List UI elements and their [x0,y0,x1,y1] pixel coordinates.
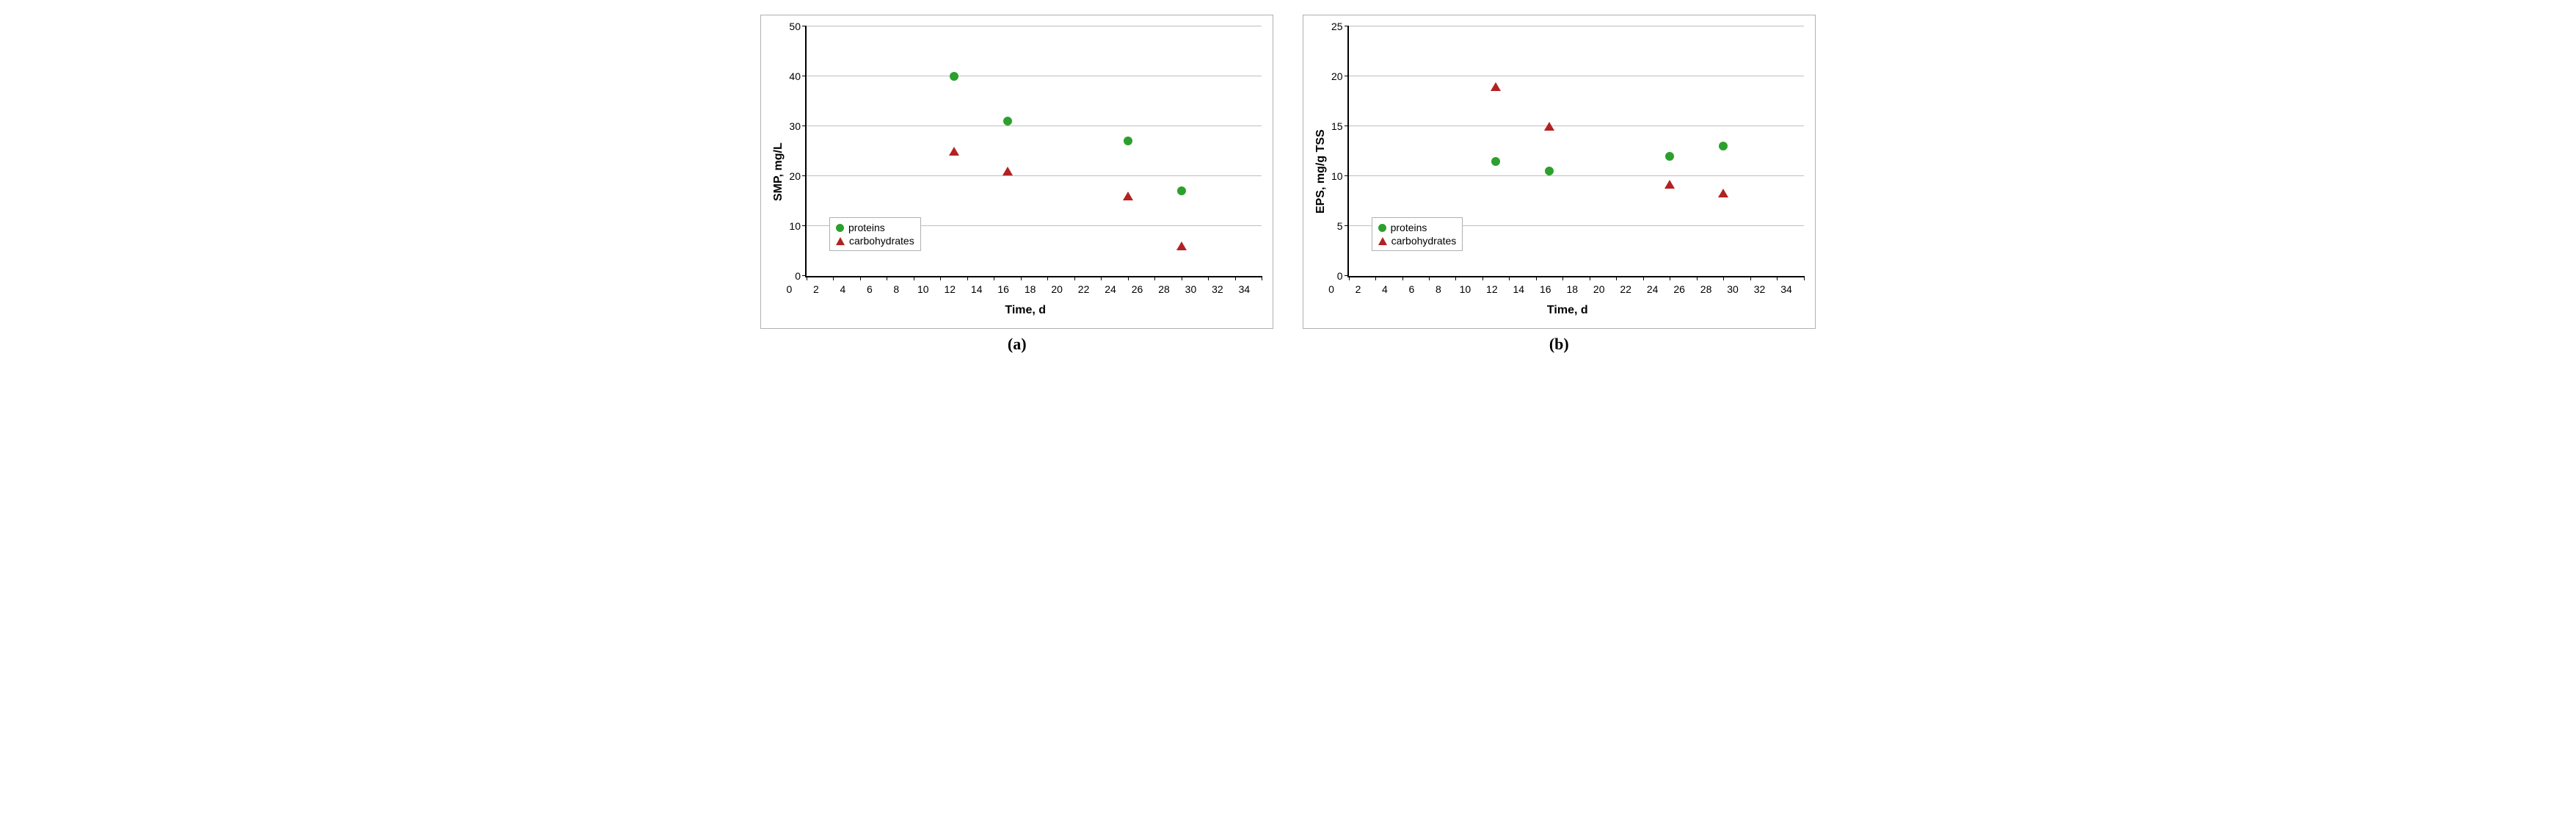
x-tick-mark [1777,276,1778,280]
x-tick-mark [1402,276,1403,280]
chart-b-panel: EPS, mg/g TSS 2520151050 proteins carbohy… [1303,15,1816,329]
legend-item: carbohydrates [1378,234,1457,247]
legend-label: proteins [848,222,885,233]
x-tick-mark [1021,276,1022,280]
x-tick-mark [1074,276,1075,280]
chart-b-wrapper: EPS, mg/g TSS 2520151050 proteins carbohy… [1303,15,1816,354]
chart-b-x-ticks: 0246810121416182022242628303234 [1331,283,1786,295]
chart-a-panel: SMP, mg/L 50403020100 proteins carbohydra… [760,15,1273,329]
x-tick-mark [1349,276,1350,280]
y-tick-mark [1345,225,1349,226]
data-point-proteins [1177,186,1186,195]
data-point-proteins [950,72,958,81]
x-tick-mark [1208,276,1209,280]
data-point-proteins [1719,142,1728,150]
data-point-proteins [1491,157,1500,166]
chart-a-wrapper: SMP, mg/L 50403020100 proteins carbohydra… [760,15,1273,354]
circle-icon [1378,224,1386,232]
legend-item: proteins [1378,221,1457,234]
charts-container: SMP, mg/L 50403020100 proteins carbohydra… [15,15,2561,354]
triangle-icon [836,237,845,245]
x-tick-mark [1154,276,1155,280]
chart-b-plot-area: proteins carbohydrates [1347,26,1804,277]
x-tick-mark [1536,276,1537,280]
data-point-proteins [1124,137,1132,145]
legend-label: carbohydrates [849,235,914,247]
data-point-carbohydrates [1544,122,1554,131]
x-tick-mark [1375,276,1376,280]
legend-label: carbohydrates [1391,235,1457,247]
chart-b-x-label: Time, d [1331,304,1804,317]
legend-item: carbohydrates [836,234,914,247]
data-point-carbohydrates [1123,192,1133,200]
legend-item: proteins [836,221,914,234]
x-tick-mark [1723,276,1724,280]
x-tick-mark [967,276,968,280]
x-tick-mark [1697,276,1698,280]
chart-a-x-label: Time, d [789,304,1262,317]
x-tick-mark [833,276,834,280]
x-tick-mark [1047,276,1048,280]
y-tick-mark [802,225,807,226]
x-tick-mark [1235,276,1236,280]
x-tick-mark [860,276,861,280]
x-tick-mark [1455,276,1456,280]
x-tick-mark [1643,276,1644,280]
gridline [1349,175,1804,176]
chart-a-x-ticks: 0246810121416182022242628303234 [789,283,1244,295]
chart-b-sublabel: (b) [1549,335,1569,354]
x-tick-mark [940,276,941,280]
y-tick-mark [802,175,807,176]
data-point-carbohydrates [949,147,959,156]
chart-a-y-label: SMP, mg/L [772,26,785,317]
x-tick-mark [1750,276,1751,280]
data-point-proteins [1545,167,1554,175]
legend-label: proteins [1391,222,1427,233]
x-tick-mark [1128,276,1129,280]
y-tick-mark [1345,175,1349,176]
x-tick-mark [1429,276,1430,280]
x-tick-mark [1509,276,1510,280]
legend: proteins carbohydrates [829,217,921,251]
x-tick-mark [1804,276,1805,280]
data-point-carbohydrates [1664,180,1675,189]
chart-a-y-ticks: 50403020100 [789,26,805,276]
chart-a-sublabel: (a) [1008,335,1027,354]
triangle-icon [1378,237,1387,245]
x-tick-mark [1101,276,1102,280]
data-point-proteins [1003,117,1012,126]
chart-a-plot-area: proteins carbohydrates [805,26,1262,277]
data-point-carbohydrates [1003,167,1013,175]
data-point-proteins [1665,152,1674,161]
x-tick-mark [1482,276,1483,280]
gridline [807,175,1262,176]
circle-icon [836,224,844,232]
data-point-carbohydrates [1491,82,1501,91]
data-point-carbohydrates [1176,241,1187,250]
chart-b-y-label: EPS, mg/g TSS [1314,26,1328,317]
x-tick-mark [1562,276,1563,280]
chart-b-y-ticks: 2520151050 [1331,26,1347,276]
x-tick-mark [1616,276,1617,280]
legend: proteins carbohydrates [1372,217,1463,251]
data-point-carbohydrates [1718,189,1728,197]
